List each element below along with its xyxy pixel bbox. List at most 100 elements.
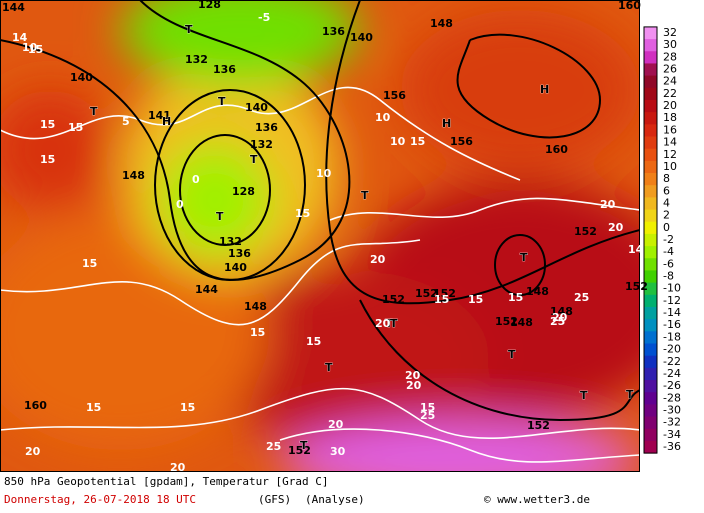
contour-label: 128 (232, 185, 255, 198)
contour-label: 20 (170, 461, 186, 474)
pressure-center-label: H (540, 83, 549, 96)
caption-run: (Analyse) (305, 493, 365, 506)
contour-label: 20 (406, 379, 422, 392)
legend-swatch (644, 99, 657, 113)
contour-label: 148 (244, 300, 267, 313)
legend-swatch (644, 306, 657, 320)
legend-swatch (644, 233, 657, 247)
legend-label: 30 (663, 38, 677, 51)
contour-label: 156 (383, 89, 406, 102)
contour-label: 152 (433, 287, 456, 300)
contour-label: 148 (550, 305, 573, 318)
legend-label: -12 (663, 294, 681, 307)
contour-label: 148 (526, 285, 549, 298)
legend-label: -14 (663, 306, 681, 319)
contour-label: 0 (176, 198, 184, 211)
legend-label: -20 (663, 343, 681, 356)
legend-swatch (644, 367, 657, 381)
contour-label: 0 (192, 173, 200, 186)
contour-label: 15 (250, 326, 265, 339)
legend-swatch (644, 282, 657, 296)
contour-label: 152 (625, 280, 648, 293)
legend-swatch (644, 294, 657, 308)
contour-label: 15 (28, 43, 43, 56)
pressure-center-label: T (508, 348, 516, 361)
contour-label: 15 (40, 153, 55, 166)
contour-label: 152 (495, 315, 518, 328)
legend-swatch (644, 355, 657, 369)
legend-label: -18 (663, 330, 681, 343)
legend-label: -34 (663, 428, 681, 441)
contour-label: 14 (628, 243, 644, 256)
contour-label: 140 (70, 71, 93, 84)
legend-label: 20 (663, 99, 677, 112)
legend-swatch (644, 160, 657, 174)
legend-swatch (644, 343, 657, 357)
contour-label: 136 (322, 25, 345, 38)
contour-label: 20 (25, 445, 41, 458)
legend-label: -28 (663, 391, 681, 404)
legend-swatch (644, 428, 657, 442)
contour-label: 140 (224, 261, 247, 274)
legend-label: -26 (663, 379, 681, 392)
contour-label: 156 (450, 135, 473, 148)
legend-swatch (644, 63, 657, 77)
geopotential-contours (0, 0, 640, 422)
contour-label: 25 (266, 440, 281, 453)
pressure-center-label: T (361, 189, 369, 202)
legend-swatch (644, 124, 657, 137)
legend-label: -8 (663, 270, 674, 283)
contour-label: 132 (250, 138, 273, 151)
pressure-center-label: T (385, 317, 393, 330)
contour-label: 15 (40, 118, 55, 131)
legend-label: 24 (663, 75, 677, 88)
pressure-center-label: H (442, 117, 451, 130)
legend-swatch (644, 87, 657, 101)
contour-label: 132 (219, 235, 242, 248)
pressure-center-label: T (390, 317, 398, 330)
map-field (0, 0, 640, 472)
contour-label: 148 (510, 316, 533, 329)
legend-swatch (644, 404, 657, 418)
contour-label: 10 (375, 111, 391, 124)
contour-label: 5 (122, 115, 130, 128)
legend-swatch (644, 75, 657, 89)
contour-label: 141 (148, 109, 171, 122)
legend-label: -2 (663, 233, 674, 246)
contour-label: 128 (198, 0, 221, 11)
legend-swatch (644, 112, 657, 125)
contour-label: 140 (350, 31, 373, 44)
contour-label: 15 (306, 335, 321, 348)
legend-label: 0 (663, 221, 670, 234)
legend-swatch (644, 173, 657, 186)
contour-label: 25 (574, 291, 589, 304)
contour-label: 15 (295, 207, 310, 220)
pressure-center-label: T (325, 361, 333, 374)
contour-label: 144 (2, 1, 25, 14)
contour-label: 160 (545, 143, 568, 156)
contour-label: 15 (468, 293, 483, 306)
contour-label: 15 (82, 257, 97, 270)
contour-label: 148 (430, 17, 453, 30)
contour-label: 144 (195, 283, 218, 296)
legend-label: -16 (663, 318, 681, 331)
contour-label: 160 (618, 0, 641, 12)
pressure-center-label: T (216, 210, 224, 223)
contour-label: 20 (370, 253, 386, 266)
caption-source: © www.wetter3.de (484, 493, 590, 506)
temperature-isotherms (0, 86, 640, 463)
legend-swatch (644, 148, 657, 162)
contour-label: 20 (608, 221, 624, 234)
contour-label: 14 (12, 31, 28, 44)
legend-label: 22 (663, 87, 677, 100)
contour-label: 15 (86, 401, 101, 414)
legend-label: 4 (663, 196, 670, 209)
contour-label: 152 (527, 419, 550, 432)
contour-label: 15 (508, 291, 523, 304)
legend-swatch (644, 221, 657, 235)
legend-label: -4 (663, 245, 674, 258)
legend-swatch (644, 185, 657, 198)
color-legend: 32302826242220181614121086420-2-4-6-8-10… (643, 26, 681, 454)
legend-label: 8 (663, 172, 670, 185)
